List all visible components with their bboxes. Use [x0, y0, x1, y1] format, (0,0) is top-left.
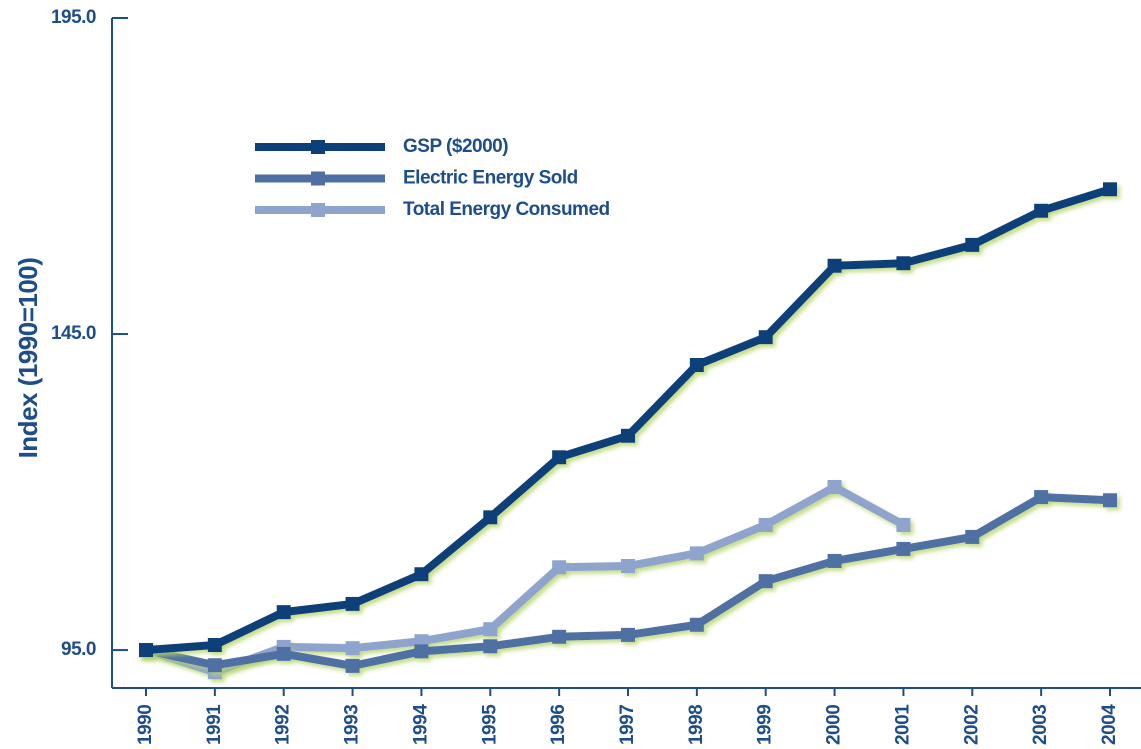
- point: [1034, 490, 1049, 505]
- point: [483, 639, 498, 654]
- point: [483, 510, 498, 525]
- point: [965, 237, 980, 252]
- legend-item: GSP ($2000): [255, 136, 509, 157]
- x-tick-label: 1995: [479, 704, 500, 745]
- point: [621, 627, 635, 642]
- legend-marker: [311, 140, 325, 154]
- point: [276, 605, 291, 620]
- y-tick-label: 145.0: [51, 323, 96, 344]
- x-tick-label: 1990: [135, 705, 156, 745]
- x-tick-label: 2003: [1030, 705, 1051, 745]
- point: [621, 428, 635, 443]
- legend-label: Total Energy Consumed: [403, 199, 610, 220]
- legend-marker: [311, 171, 325, 186]
- point: [827, 480, 842, 494]
- legend-label: Electric Energy Sold: [403, 168, 578, 189]
- x-tick-label: 1994: [410, 704, 431, 745]
- point: [896, 517, 911, 532]
- legend-item: Total Energy Consumed: [255, 199, 610, 220]
- y-axis-label: Index (1990=100): [13, 258, 43, 459]
- point: [345, 596, 360, 611]
- x-tick-label: 1998: [686, 705, 707, 745]
- point: [139, 643, 153, 658]
- point: [483, 622, 498, 637]
- series-line: [144, 483, 906, 677]
- legend-label: GSP ($2000): [403, 136, 508, 157]
- x-tick-label: 1991: [204, 704, 225, 745]
- x-tick-label: 2000: [824, 705, 845, 745]
- point: [689, 546, 704, 561]
- x-tick-label: 1993: [342, 705, 363, 745]
- point: [552, 450, 567, 465]
- x-tick-label: 1997: [617, 705, 638, 745]
- point: [552, 560, 567, 575]
- point: [758, 517, 773, 532]
- x-tick-label: 2002: [961, 705, 982, 745]
- point: [896, 541, 911, 556]
- point: [965, 529, 980, 544]
- y-tick-label: 95.0: [61, 639, 96, 660]
- point: [414, 567, 429, 582]
- x-tick-label: 1999: [755, 705, 776, 745]
- point: [1103, 493, 1117, 508]
- point: [689, 358, 704, 373]
- series: [139, 480, 911, 680]
- legend-item: Electric Energy Sold: [255, 168, 578, 189]
- point: [758, 574, 773, 589]
- point: [414, 644, 429, 659]
- point: [552, 629, 567, 644]
- point: [689, 617, 704, 632]
- legend-marker: [311, 203, 325, 217]
- point: [827, 258, 842, 273]
- x-tick-label: 1992: [273, 705, 294, 745]
- point: [758, 330, 773, 345]
- point: [207, 638, 222, 653]
- point: [1103, 182, 1117, 197]
- point: [896, 256, 911, 271]
- x-tick-label: 1996: [548, 705, 569, 745]
- point: [276, 646, 291, 661]
- point: [207, 658, 222, 673]
- x-tick-label: 2004: [1099, 704, 1120, 745]
- y-tick-label: 195.0: [51, 7, 96, 28]
- series-line: [145, 185, 1112, 655]
- series: [139, 182, 1117, 658]
- x-tick-label: 2001: [892, 704, 913, 745]
- point: [827, 553, 842, 568]
- point: [345, 658, 360, 673]
- point: [621, 559, 635, 574]
- point: [345, 641, 360, 656]
- point: [1034, 203, 1049, 218]
